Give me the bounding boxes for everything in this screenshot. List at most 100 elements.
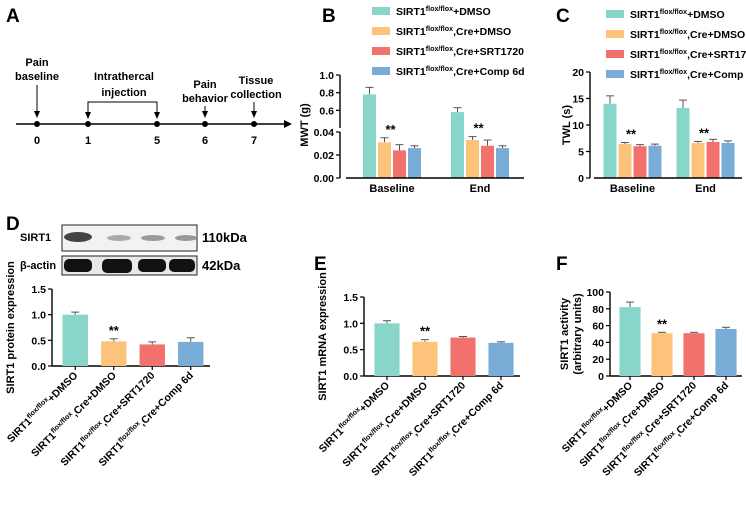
timeline-tick-5: 5 (154, 135, 160, 147)
panel-letter-a: A (6, 6, 20, 27)
blot-band-sirt1-2 (107, 235, 131, 241)
legend-c-entry-2: SIRT1flox/flox,Cre+SRT1720 (630, 48, 746, 61)
legend-b: SIRT1flox/flox+DMSO SIRT1flox/flox,Cre+DM… (372, 5, 525, 78)
c-ytick-label-2: 10 (572, 120, 584, 132)
chart-e: 0.00.51.01.5SIRT1flox/flox+DMSO**SIRT1fl… (317, 272, 520, 479)
legend-c-entry-3: SIRT1flox/flox,Cre+Comp 6d (630, 68, 746, 81)
timeline-tick-1: 1 (85, 135, 91, 147)
f-ytick-label-4: 80 (592, 304, 604, 316)
timeline-dot-1 (85, 121, 91, 127)
b-ytick-label-5: 1.0 (319, 70, 334, 82)
event-pain-behavior-line1: Pain (193, 79, 217, 91)
blot-band-sirt1-4 (175, 235, 197, 241)
b-bar-1-2 (481, 145, 494, 178)
chart-b: 0.00 0.02 0.04 0.6 0.8 1.0 ** Baseline ** End MWT … (299, 70, 524, 195)
e-bar-0 (374, 323, 400, 376)
d-ytick-label-2: 1.0 (31, 310, 46, 322)
f-sig-1: ** (657, 316, 668, 331)
legend-c-swatch-3 (606, 70, 624, 78)
legend-b-entry-2: SIRT1flox/flox,Cre+SRT1720 (396, 45, 524, 58)
b-sig-1: ** (473, 121, 484, 136)
blot-band-sirt1-1 (64, 232, 92, 242)
timeline-tick-0: 0 (34, 135, 40, 147)
c-ytick-label-4: 20 (572, 67, 584, 79)
event-pain-baseline-line2: baseline (15, 71, 59, 83)
b-ytick-label-4: 0.8 (319, 88, 334, 100)
d-bar-1 (101, 341, 127, 366)
c-ytick-label-0: 0 (578, 173, 584, 185)
timeline-arrowhead (284, 120, 292, 128)
b-ytick-label-0: 0.00 (314, 173, 335, 185)
blot-size-actin: 42kDa (202, 258, 241, 273)
f-ylabel-1: SIRT1 activity (559, 297, 571, 370)
c-ytick-label-3: 15 (572, 94, 584, 106)
f-bar-3 (715, 328, 737, 376)
d-bar-3 (178, 341, 204, 366)
f-ytick-label-1: 20 (592, 354, 604, 366)
f-ytick-label-0: 0 (598, 371, 604, 383)
b-xlabel-1: End (470, 183, 491, 195)
c-ylabel: TWL (s) (561, 105, 573, 145)
c-bar-0-1 (618, 144, 632, 178)
c-ytick-label-1: 5 (578, 147, 584, 159)
b-sig-0: ** (385, 122, 396, 137)
event-arrowhead-1b (154, 112, 160, 119)
f-ylabel-2: (arbitrary units) (572, 293, 584, 375)
c-xlabel-0: Baseline (610, 183, 655, 195)
chart-d: 0.00.51.01.5SIRT1flox/flox+DMSO**SIRT1fl… (5, 261, 210, 469)
c-bar-0-2 (633, 146, 647, 178)
d-ylabel: SIRT1 protein expression (5, 261, 17, 394)
b-bar-1-1 (466, 140, 479, 178)
c-bar-0-3 (648, 145, 662, 178)
timeline-panel: 0 1 5 6 7 Pain baseline Intratherc​al in… (15, 57, 292, 147)
f-ytick-label-3: 60 (592, 321, 604, 333)
b-ytick-label-2: 0.04 (314, 127, 335, 139)
e-bar-1 (412, 341, 438, 376)
timeline-dot-6 (202, 121, 208, 127)
event-pain-baseline-line1: Pain (25, 57, 49, 69)
e-sig-1: ** (420, 324, 431, 339)
legend-c-swatch-0 (606, 10, 624, 18)
legend-b-entry-3: SIRT1flox/flox,Cre+Comp 6d (396, 65, 525, 78)
legend-b-swatch-3 (372, 67, 390, 75)
e-ytick-label-3: 1.5 (343, 292, 358, 304)
f-bar-0 (619, 307, 641, 376)
b-ytick-label-3: 0.6 (319, 105, 334, 117)
event-arrowhead-3 (251, 111, 257, 118)
f-bar-1 (651, 333, 673, 376)
blot-band-actin-4 (169, 259, 195, 272)
legend-c-swatch-1 (606, 30, 624, 38)
e-bar-3 (488, 342, 514, 376)
event-injection-line1: Intratherc​al (94, 71, 154, 83)
b-bar-1-3 (496, 148, 509, 178)
timeline-tick-7: 7 (251, 135, 257, 147)
legend-b-entry-0: SIRT1flox/flox+DMSO (396, 5, 491, 18)
c-bar-1-3 (721, 143, 735, 178)
f-bar-2 (683, 333, 705, 376)
event-tissue-collection-line2: collection (230, 89, 282, 101)
e-ylabel: SIRT1 mRNA expression (317, 272, 329, 401)
blot-band-sirt1-3 (141, 235, 165, 241)
e-ytick-label-2: 1.0 (343, 318, 358, 330)
panel-letter-f: F (556, 254, 568, 275)
c-bar-1-1 (691, 143, 705, 178)
c-sig-1: ** (699, 125, 710, 140)
legend-b-entry-1: SIRT1flox/flox,Cre+DMSO (396, 25, 511, 38)
c-bar-1-0 (676, 108, 690, 178)
b-bar-0-1 (378, 142, 391, 178)
event-arrowhead-1a (85, 112, 91, 119)
c-sig-0: ** (626, 126, 637, 141)
d-sig-1: ** (109, 323, 120, 338)
b-bar-1-0 (451, 112, 464, 178)
blot-band-actin-2 (102, 259, 132, 273)
d-ytick-label-3: 1.5 (31, 284, 46, 296)
d-ytick-label-0: 0.0 (31, 361, 46, 373)
c-bar-0-0 (603, 103, 617, 178)
c-bar-1-2 (706, 141, 720, 178)
legend-c: SIRT1flox/flox+DMSO SIRT1flox/flox,Cre+DM… (606, 8, 746, 81)
event-arrowhead-2 (202, 111, 208, 118)
b-bar-0-0 (363, 94, 376, 178)
panel-letter-e: E (314, 254, 327, 275)
blot-label-actin: β-actin (20, 260, 56, 272)
